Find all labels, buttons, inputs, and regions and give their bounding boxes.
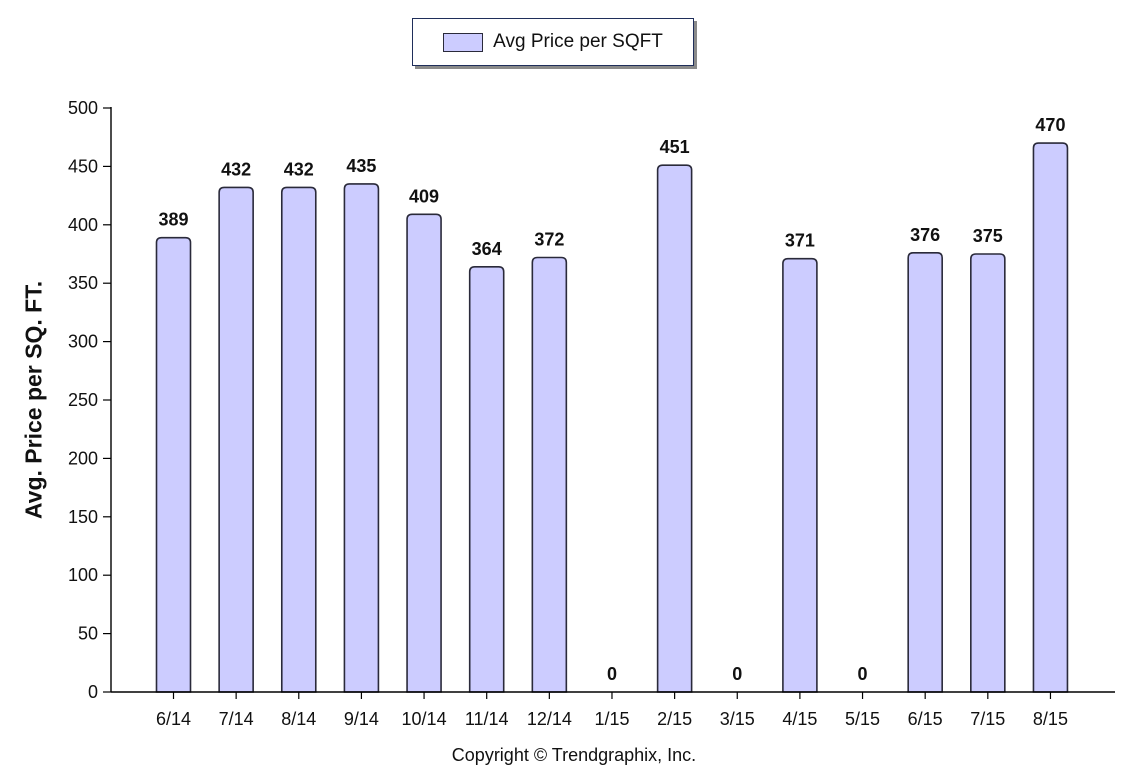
x-tick-label: 12/14 bbox=[527, 709, 572, 729]
x-tick-label: 10/14 bbox=[402, 709, 447, 729]
data-label: 0 bbox=[607, 664, 617, 684]
bar bbox=[468, 266, 505, 693]
bar bbox=[280, 186, 317, 693]
bar bbox=[406, 213, 442, 693]
x-tick-label: 3/15 bbox=[720, 709, 755, 729]
y-tick-label: 50 bbox=[78, 624, 98, 644]
data-label: 432 bbox=[221, 159, 251, 179]
axes-group bbox=[103, 107, 1115, 699]
data-label: 371 bbox=[785, 231, 815, 251]
x-tick-label: 5/15 bbox=[845, 709, 880, 729]
data-label: 432 bbox=[284, 159, 314, 179]
data-label: 0 bbox=[732, 664, 742, 684]
y-tick-label: 200 bbox=[68, 448, 98, 468]
bar bbox=[531, 256, 568, 693]
y-tick-label: 400 bbox=[68, 215, 98, 235]
data-label: 0 bbox=[858, 664, 868, 684]
x-tick-label: 7/15 bbox=[970, 709, 1005, 729]
x-tick-label: 4/15 bbox=[782, 709, 817, 729]
x-tick-label: 1/15 bbox=[594, 709, 629, 729]
y-tick-label: 450 bbox=[68, 156, 98, 176]
legend: Avg Price per SQFT bbox=[412, 18, 694, 66]
data-label: 364 bbox=[472, 239, 502, 259]
x-tick-label: 9/14 bbox=[344, 709, 379, 729]
x-tick-label: 8/14 bbox=[281, 709, 316, 729]
x-tick-label: 7/14 bbox=[219, 709, 254, 729]
y-tick-label: 150 bbox=[68, 507, 98, 527]
bar bbox=[656, 164, 693, 693]
bar bbox=[155, 236, 192, 693]
x-tick-label: 8/15 bbox=[1033, 709, 1068, 729]
y-tick-label: 500 bbox=[68, 98, 98, 118]
data-label: 409 bbox=[409, 186, 439, 206]
data-label: 375 bbox=[973, 226, 1003, 246]
data-label: 470 bbox=[1035, 115, 1065, 135]
data-label: 376 bbox=[910, 225, 940, 245]
bar bbox=[970, 253, 1006, 693]
labels-group: 389 6/14 432 7/14 432 8/14 435 9/14 409 10/14 364 1… bbox=[68, 98, 1068, 729]
y-tick-label: 100 bbox=[68, 565, 98, 585]
data-label: 389 bbox=[158, 210, 188, 230]
bars-group bbox=[155, 142, 1069, 693]
bar bbox=[1032, 142, 1069, 693]
data-label: 435 bbox=[346, 156, 376, 176]
bar bbox=[782, 257, 818, 693]
y-tick-label: 350 bbox=[68, 273, 98, 293]
y-tick-label: 250 bbox=[68, 390, 98, 410]
bar bbox=[218, 186, 254, 693]
y-tick-label: 0 bbox=[88, 682, 98, 702]
legend-swatch bbox=[443, 32, 484, 52]
bar bbox=[907, 252, 943, 693]
bar bbox=[343, 183, 380, 693]
x-tick-label: 2/15 bbox=[657, 709, 692, 729]
data-label: 451 bbox=[660, 137, 690, 157]
x-tick-label: 6/14 bbox=[156, 709, 191, 729]
legend-label: Avg Price per SQFT bbox=[493, 31, 663, 52]
copyright-text: Copyright © Trendgraphix, Inc. bbox=[451, 745, 697, 765]
x-tick-label: 11/14 bbox=[465, 709, 509, 729]
x-tick-label: 6/15 bbox=[908, 709, 943, 729]
y-tick-label: 300 bbox=[68, 332, 98, 352]
data-label: 372 bbox=[534, 230, 564, 250]
